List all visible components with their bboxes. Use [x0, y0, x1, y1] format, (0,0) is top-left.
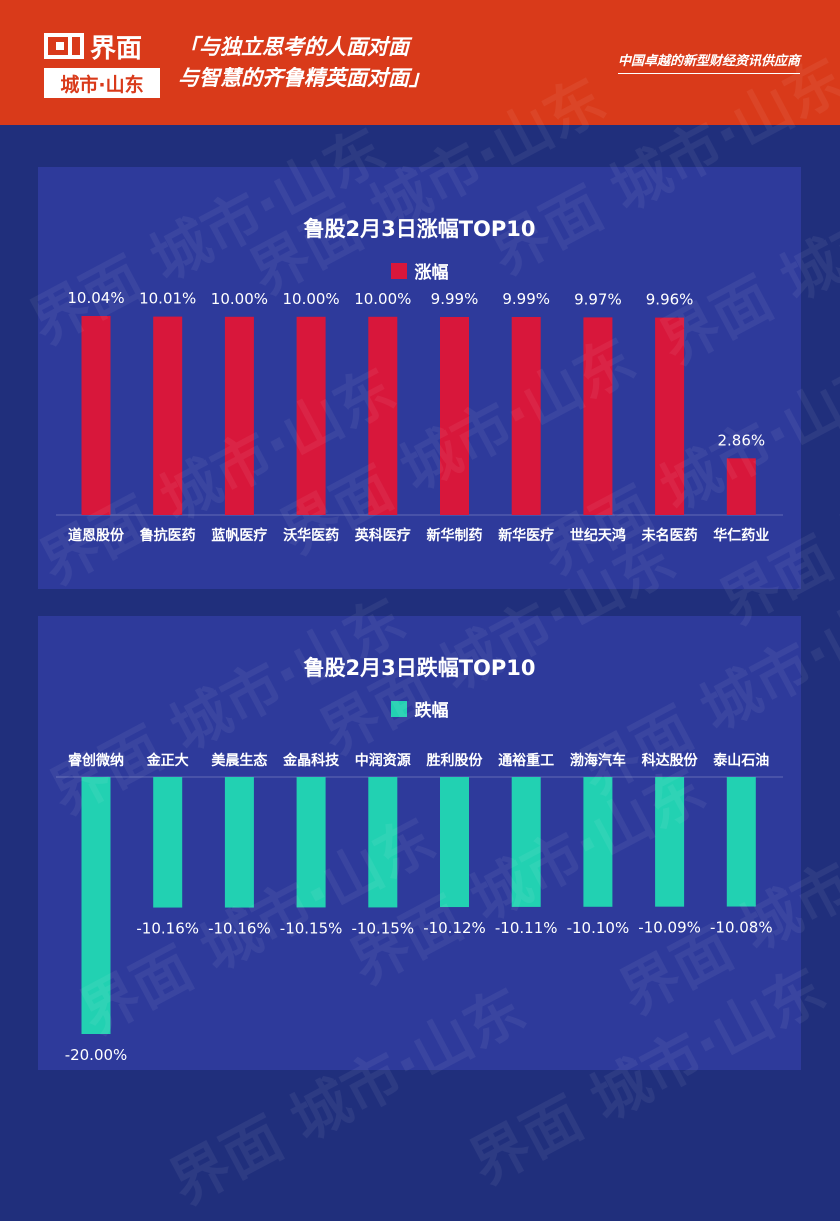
gain-data-label: 9.99% — [431, 290, 479, 308]
gain-bar — [511, 316, 541, 515]
logo-text: 界面 — [90, 33, 143, 64]
loss-data-label: -10.11% — [495, 919, 558, 937]
gain-data-label: 10.00% — [211, 290, 268, 308]
loss-data-label: -20.00% — [65, 1046, 128, 1064]
gain-legend-label: 涨幅 — [414, 263, 449, 283]
slogan-line-1: 「与独立思考的人面对面 — [178, 35, 409, 59]
logo-mark-icon — [44, 33, 84, 59]
loss-data-label: -10.12% — [423, 919, 486, 937]
gain-data-label: 10.00% — [354, 290, 411, 308]
logo: 界面 — [44, 28, 142, 64]
loss-data-label: -10.15% — [280, 919, 343, 937]
gain-category-label: 新华制药 — [427, 527, 483, 544]
gain-bar — [224, 316, 254, 515]
gain-category-label: 蓝帆医疗 — [211, 527, 267, 544]
gain-data-label: 9.97% — [574, 290, 622, 308]
gain-chart-panel: 鲁股2月3日涨幅TOP10 涨幅 10.04% 道恩股份 10.01% 鲁抗医药 10.… — [38, 167, 801, 589]
gain-data-label: 10.01% — [139, 290, 196, 308]
slogan: 「与独立思考的人面对面 与智慧的齐鲁精英面对面」 — [178, 32, 430, 94]
gain-category-label: 沃华医药 — [283, 527, 339, 544]
loss-bar — [81, 777, 111, 1034]
gain-data-label: 9.99% — [502, 290, 550, 308]
gain-bar — [583, 317, 613, 515]
gain-category-label: 英科医疗 — [354, 527, 411, 544]
slogan-line-2: 与智慧的齐鲁精英面对面」 — [178, 66, 430, 90]
loss-category-label: 渤海汽车 — [570, 752, 626, 769]
gain-data-label: 9.96% — [646, 291, 694, 309]
loss-data-label: -10.16% — [208, 920, 271, 938]
gain-bar — [368, 316, 398, 515]
loss-legend: 跌幅 — [38, 696, 801, 721]
loss-data-label: -10.10% — [567, 919, 630, 937]
loss-data-label: -10.08% — [710, 919, 773, 937]
loss-category-label: 中润资源 — [355, 752, 411, 769]
loss-category-label: 美晨生态 — [211, 752, 267, 769]
loss-data-label: -10.09% — [638, 919, 701, 937]
gain-bar — [726, 458, 756, 515]
gain-data-label: 10.00% — [282, 290, 339, 308]
gain-bar-chart: 10.04% 道恩股份 10.01% 鲁抗医药 10.00% 蓝帆医疗 10.00% 沃华医药… — [56, 289, 783, 544]
loss-category-label: 金正大 — [146, 752, 189, 769]
loss-bar — [726, 777, 756, 907]
loss-bar — [296, 777, 326, 908]
loss-bar-chart: -20.00% 睿创微纳 -10.16% 金正大 -10.16% 美晨生态 -10.15% 金… — [56, 752, 783, 1064]
loss-bar — [583, 777, 613, 907]
loss-bar — [655, 777, 685, 907]
gain-data-label: 10.04% — [67, 289, 124, 307]
gain-legend: 涨幅 — [38, 258, 801, 283]
loss-data-label: -10.16% — [136, 920, 199, 938]
loss-category-label: 金晶科技 — [282, 752, 340, 769]
gain-data-label: 2.86% — [717, 431, 765, 449]
gain-category-label: 鲁抗医药 — [139, 527, 196, 544]
logo-subtitle: 城市·山东 — [44, 68, 160, 98]
gain-category-label: 世纪天鸿 — [570, 527, 626, 544]
loss-category-label: 泰山石油 — [712, 752, 769, 769]
tagline: 中国卓越的新型财经资讯供应商 — [617, 50, 800, 74]
loss-bar — [440, 777, 469, 908]
gain-category-label: 新华医疗 — [498, 527, 554, 544]
loss-category-label: 睿创微纳 — [67, 752, 124, 769]
loss-bar — [153, 777, 183, 908]
loss-category-label: 科达股份 — [642, 752, 699, 769]
loss-chart-panel: 鲁股2月3日跌幅TOP10 跌幅 -20.00% 睿创微纳 -10.16% 金正大 -1… — [38, 616, 801, 1070]
gain-chart-title: 鲁股2月3日涨幅TOP10 — [303, 217, 536, 241]
loss-bar — [224, 777, 254, 908]
gain-category-label: 未名医药 — [642, 527, 698, 544]
gain-bar — [655, 317, 685, 515]
loss-bar — [368, 777, 398, 908]
loss-category-label: 通裕重工 — [498, 752, 554, 769]
gain-bar — [81, 316, 111, 515]
loss-bar — [511, 777, 541, 907]
gain-bar — [153, 316, 183, 515]
gain-category-label: 华仁药业 — [713, 527, 769, 544]
header-banner: 界面 城市·山东 「与独立思考的人面对面 与智慧的齐鲁精英面对面」 中国卓越的新… — [0, 0, 840, 125]
gain-bar — [296, 316, 326, 515]
gain-legend-swatch — [390, 262, 407, 279]
gain-category-label: 道恩股份 — [68, 527, 125, 544]
loss-data-label: -10.15% — [351, 919, 414, 937]
loss-category-label: 胜利股份 — [427, 752, 484, 769]
loss-chart-title: 鲁股2月3日跌幅TOP10 — [303, 656, 536, 680]
loss-legend-swatch — [390, 700, 407, 717]
gain-bar — [440, 316, 469, 515]
loss-legend-label: 跌幅 — [414, 701, 449, 721]
